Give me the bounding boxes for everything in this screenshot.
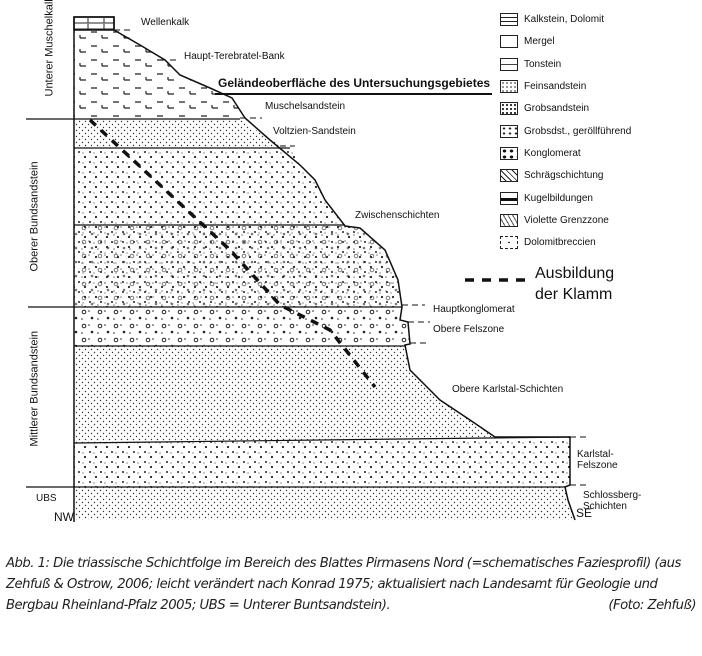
layer-karlstal-felszone: Karlstal- Felszone — [577, 449, 618, 471]
unit-mittlerer-bundsandstein: Mittlerer Bundsandstein — [28, 330, 41, 447]
klamm-line — [88, 118, 377, 389]
legend-label: Dolomitbreccien — [524, 236, 596, 248]
unit-ubs: UBS — [36, 493, 57, 504]
layer-voltzien-sandstein: Voltzien-Sandstein — [273, 126, 356, 137]
layer-zwischenschichten: Zwischenschichten — [355, 210, 440, 221]
legend-item: Violette Grenzzone — [500, 211, 609, 229]
legend-label: Kugelbildungen — [524, 192, 593, 204]
marl-swatch-icon — [500, 34, 518, 48]
legend-label: Violette Grenzzone — [524, 214, 609, 226]
layer-wellenkalk: Wellenkalk — [141, 17, 190, 28]
layer-hauptkonglomerat: Hauptkonglomerat — [433, 304, 515, 315]
caption-text: Abb. 1: Die triassische Schichtfolge im … — [6, 556, 681, 613]
dolomite-breccia-swatch-icon — [500, 235, 518, 249]
legend-label: Feinsandstein — [524, 80, 587, 92]
fine-sandstone-swatch-icon — [500, 79, 518, 93]
legend-label: Schrägschichtung — [524, 169, 604, 181]
layer-schlossberg-schichten: Schlossberg- Schichten — [583, 490, 642, 512]
concretions-swatch-icon — [500, 191, 518, 205]
layer-haupt-terebratel-bank: Haupt-Terebratel-Bank — [184, 51, 285, 62]
legend-item: Grobsdst., geröllführend — [500, 122, 631, 140]
legend-item: Grobsandstein — [500, 99, 589, 117]
legend-item: Schrägschichtung — [500, 166, 604, 184]
cross-bedding-swatch-icon — [500, 168, 518, 182]
layer-obere-karlstal-schichten: Obere Karlstal-Schichten — [452, 384, 564, 395]
pebbly-sandstone-swatch-icon — [500, 124, 518, 138]
coarse-sandstone-swatch-icon — [500, 101, 518, 115]
legend-label: Konglomerat — [524, 147, 581, 159]
profile-drawing — [26, 16, 590, 522]
unit-oberer-bundsandstein: Oberer Bundsandstein — [28, 161, 41, 272]
claystone-swatch-icon — [500, 57, 518, 71]
legend-label: Mergel — [524, 35, 555, 47]
klamm-legend-label: Ausbildung der Klamm — [535, 265, 615, 303]
layer-gelaendeoberflaeche: Geländeoberfläche des Untersuchungsgebie… — [218, 76, 491, 90]
unit-unterer-muschelkalk: Unterer Muschelkalk — [43, 0, 56, 97]
legend-item: Mergel — [500, 32, 555, 50]
violet-zone-swatch-icon — [500, 213, 518, 227]
photo-credit: (Foto: Zehfuß) — [608, 598, 696, 613]
legend-label: Kalkstein, Dolomit — [524, 13, 605, 25]
legend-item: Konglomerat — [500, 144, 581, 162]
legend-label: Grobsdst., geröllführend — [524, 125, 632, 137]
legend-item: Tonstein — [500, 55, 561, 73]
legend-item: Dolomitbreccien — [500, 233, 596, 251]
layer-obere-felszone: Obere Felszone — [433, 324, 505, 335]
legend-label: Tonstein — [524, 58, 562, 70]
legend-item: Kugelbildungen — [500, 189, 593, 207]
orientation-se: SE — [576, 506, 593, 520]
conglomerate-swatch-icon — [500, 146, 518, 160]
legend-label: Grobsandstein — [524, 102, 590, 114]
limestone-swatch-icon — [500, 12, 518, 26]
legend-item: Kalkstein, Dolomit — [500, 10, 604, 28]
legend-item: Feinsandstein — [500, 77, 586, 95]
orientation-nw: NW — [54, 510, 74, 524]
layer-muschelsandstein: Muschelsandstein — [265, 101, 346, 112]
profile-body — [73, 16, 575, 520]
figure-caption: Abb. 1: Die triassische Schichtfolge im … — [6, 553, 696, 616]
